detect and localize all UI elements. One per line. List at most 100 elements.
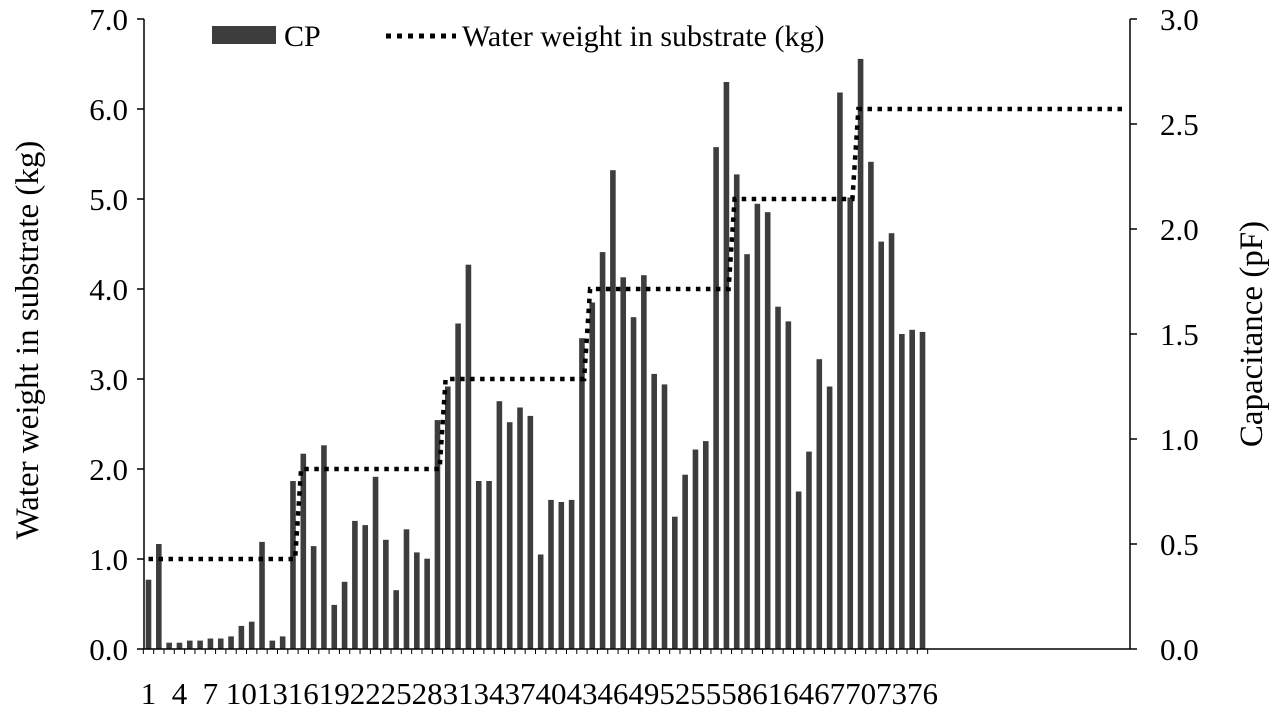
cp-bar (383, 539, 389, 649)
x-tick-label: 49 (628, 676, 659, 711)
cp-bar (702, 441, 709, 649)
cp-bar (424, 558, 430, 649)
cp-bar (610, 170, 616, 649)
cp-bar (517, 407, 523, 649)
y-tick-label: 0.0 (89, 632, 128, 667)
ticks-layer: 0.0 1.0 2.0 3.0 4.0 5.0 6.0 7.0 0.0 0.5 1.0 1.5 2.0 2… (89, 2, 1199, 711)
cp-bar (651, 373, 657, 649)
cp-bar (197, 640, 203, 649)
y-tick-label: 6.0 (89, 92, 128, 127)
cp-bar (899, 334, 905, 649)
cp-bar (331, 604, 338, 649)
x-tick-label: 67 (814, 676, 845, 711)
legend-cp-swatch (212, 26, 276, 44)
cp-bar (785, 321, 792, 649)
x-tick-label: 64 (783, 676, 815, 711)
cp-bar (372, 476, 379, 649)
cp-bar (186, 640, 193, 649)
x-tick-label: 25 (381, 676, 412, 711)
y2-tick-label: 2.0 (1160, 212, 1199, 247)
cp-bar (909, 329, 915, 649)
cp-bar (217, 638, 224, 649)
legend-cp-label: CP (284, 20, 321, 53)
cp-bar (692, 449, 699, 649)
cp-bar (857, 58, 864, 649)
cp-bar (207, 638, 214, 649)
cp-bar (764, 212, 771, 649)
cp-bar (393, 590, 399, 649)
cp-bar (816, 359, 823, 649)
y2-tick-label: 1.5 (1160, 317, 1199, 352)
x-tick-label: 58 (721, 676, 752, 711)
cp-bar (248, 621, 255, 649)
cp-bar (568, 499, 575, 649)
legend: CP Water weight in substrate (kg) (212, 20, 824, 53)
x-tick-label: 34 (474, 676, 506, 711)
cp-bar (269, 640, 276, 649)
cp-bar (156, 544, 162, 649)
cp-bar (641, 275, 647, 649)
cp-bar (878, 241, 885, 649)
y2-tick-label: 3.0 (1160, 2, 1199, 37)
cp-bar (579, 338, 585, 649)
cp-bar (403, 529, 410, 649)
cp-bar (723, 82, 730, 649)
cp-bar (321, 445, 327, 649)
cp-bar (795, 491, 802, 649)
y-tick-label: 3.0 (89, 362, 128, 397)
cp-bar (599, 252, 606, 649)
x-tick-label: 31 (443, 676, 474, 711)
cp-bar (310, 546, 317, 649)
y-tick-label: 7.0 (89, 2, 128, 37)
x-tick-label: 7 (203, 676, 219, 711)
cp-bar (919, 331, 926, 649)
y-tick-label: 1.0 (89, 542, 128, 577)
cp-bar (837, 92, 843, 649)
cp-bar (672, 516, 678, 649)
cp-bar (279, 636, 286, 649)
x-tick-label: 16 (288, 676, 319, 711)
cp-bar (620, 277, 627, 649)
cp-bar (176, 642, 183, 649)
y-axis-title: Water weight in substrate (kg) (10, 141, 46, 540)
x-tick-label: 37 (505, 676, 536, 711)
x-tick-label: 46 (597, 676, 628, 711)
x-tick-label: 40 (535, 676, 566, 711)
x-tick-label: 4 (172, 676, 188, 711)
cp-bar (558, 502, 565, 649)
cp-bar (744, 254, 750, 649)
x-tick-label: 70 (845, 676, 876, 711)
cp-bar (166, 642, 172, 649)
cp-bar (341, 581, 348, 649)
cp-bar (506, 422, 513, 649)
cp-bar (713, 147, 719, 649)
x-tick-label: 19 (319, 676, 350, 711)
y2-tick-label: 0.5 (1160, 527, 1199, 562)
y2-tick-label: 1.0 (1160, 422, 1199, 457)
cp-bar (496, 401, 503, 649)
x-tick-label: 13 (257, 676, 288, 711)
cp-bar (754, 203, 761, 650)
y2-axis-title: Capacitance (pF) (1234, 221, 1270, 447)
cp-bar (352, 520, 358, 649)
cp-bar (455, 323, 461, 649)
y-tick-label: 5.0 (89, 182, 128, 217)
cp-bar (775, 306, 781, 649)
cp-bar (868, 161, 874, 650)
cp-bar (733, 174, 740, 649)
x-tick-label: 22 (350, 676, 381, 711)
cp-bar (434, 420, 441, 649)
cp-bar (228, 636, 234, 649)
cp-bar (548, 499, 554, 649)
bars-layer (145, 58, 926, 650)
cp-bar (465, 264, 472, 649)
y2-tick-label: 0.0 (1160, 632, 1199, 667)
cp-bar (475, 481, 482, 649)
cp-bar (537, 554, 544, 649)
cp-bar (847, 197, 854, 649)
x-tick-label: 73 (876, 676, 907, 711)
cp-bar (444, 386, 451, 649)
cp-bar (806, 451, 812, 649)
